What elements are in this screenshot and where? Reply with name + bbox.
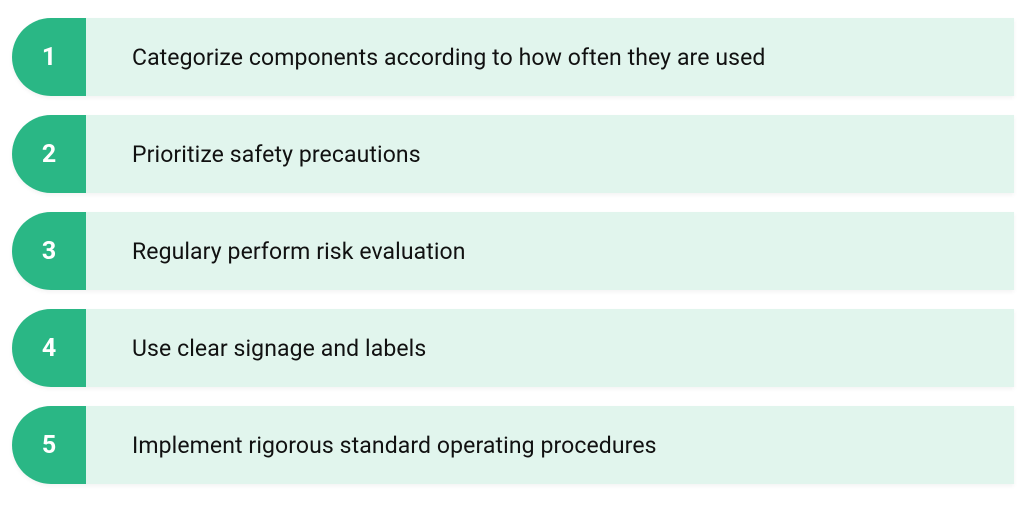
list-item: 2 Prioritize safety precautions <box>12 115 1014 193</box>
list-item-text: Prioritize safety precautions <box>86 115 1014 193</box>
list-item-text: Categorize components according to how o… <box>86 18 1014 96</box>
list-item-number: 3 <box>12 212 86 290</box>
list-item-number: 4 <box>12 309 86 387</box>
list-item-number: 1 <box>12 18 86 96</box>
list-item-text: Use clear signage and labels <box>86 309 1014 387</box>
list-item-text: Regulary perform risk evaluation <box>86 212 1014 290</box>
list-item: 5 Implement rigorous standard operating … <box>12 406 1014 484</box>
list-item: 4 Use clear signage and labels <box>12 309 1014 387</box>
list-item-number: 2 <box>12 115 86 193</box>
list-item: 1 Categorize components according to how… <box>12 18 1014 96</box>
list-item-number: 5 <box>12 406 86 484</box>
list-item: 3 Regulary perform risk evaluation <box>12 212 1014 290</box>
list-item-text: Implement rigorous standard operating pr… <box>86 406 1014 484</box>
